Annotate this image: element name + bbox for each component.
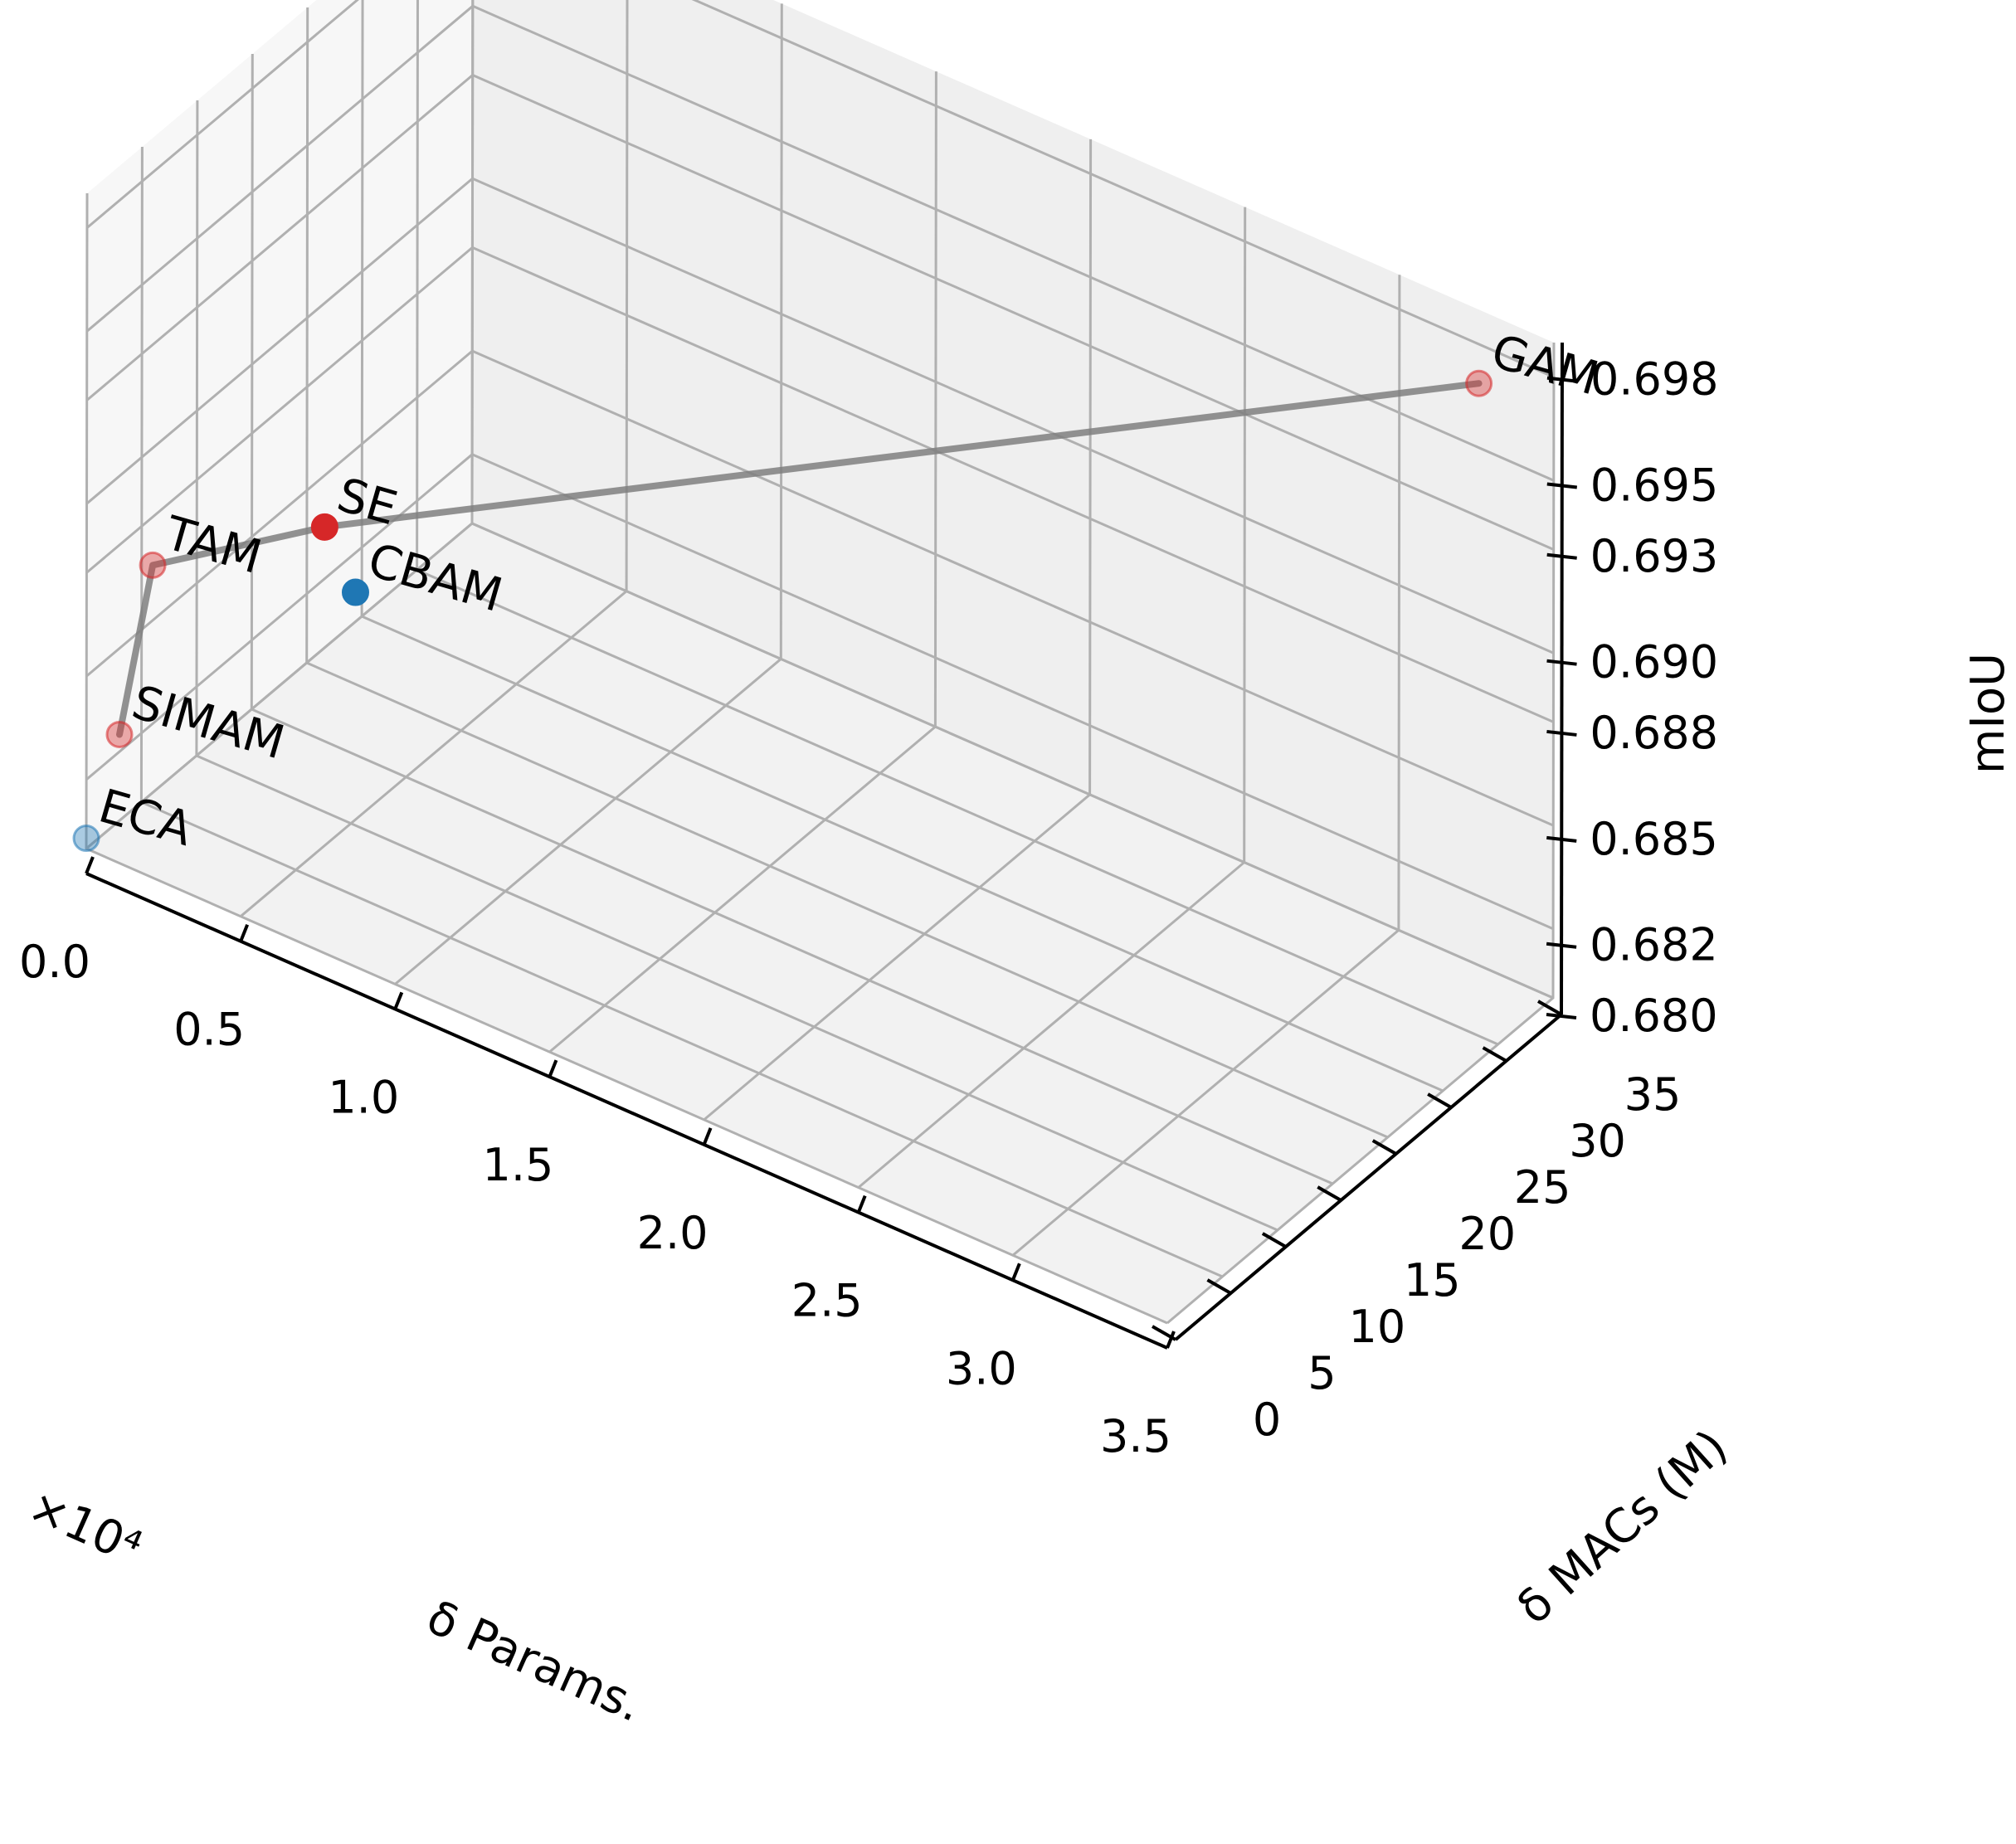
gridline-z [85, 522, 1554, 1000]
y-axis-line [1174, 1013, 1563, 1341]
z-tick-label: 0.690 [1590, 636, 1719, 688]
z-tick-label: 0.695 [1590, 460, 1719, 512]
y-tick-label: 0 [1253, 1394, 1281, 1446]
y-tick [1371, 1139, 1397, 1156]
z-tick-label: 0.685 [1590, 813, 1718, 865]
y-tick [1427, 1092, 1453, 1109]
x-tick [1166, 1331, 1176, 1349]
y-tick-label: 20 [1458, 1208, 1516, 1260]
y-tick [1206, 1278, 1232, 1295]
gridline-z [85, 246, 1555, 723]
x-tick-label: 1.5 [482, 1139, 553, 1191]
axes-panes [86, 0, 1554, 1323]
data-point [72, 825, 100, 853]
x-axis-line [85, 872, 1168, 1350]
z-axis-line [1560, 342, 1564, 1015]
gridline-z [85, 349, 1554, 827]
x-tick [702, 1127, 713, 1146]
z-tick-label: 0.688 [1590, 707, 1718, 759]
x-tick-label: 3.0 [946, 1342, 1017, 1394]
data-point [341, 578, 369, 606]
x-axis-multiplier: ×10⁴ [21, 1479, 149, 1576]
left-wall-pane [86, 0, 473, 849]
y-tick [1261, 1232, 1287, 1248]
data-point [1465, 369, 1493, 397]
y-tick-label: 5 [1307, 1347, 1336, 1399]
y-tick [1317, 1185, 1342, 1202]
back-wall-pane [472, 0, 1554, 998]
z-tick-label: 0.693 [1590, 530, 1719, 582]
x-tick [1011, 1263, 1021, 1282]
y-tick-label: 25 [1514, 1161, 1571, 1214]
x-tick [393, 991, 404, 1010]
gridlines [85, 0, 1556, 1325]
x-tick-label: 2.5 [791, 1275, 863, 1327]
y-tick [1482, 1046, 1507, 1063]
z-tick-label: 0.680 [1590, 990, 1718, 1042]
z-tick [1546, 376, 1578, 383]
x-tick-label: 1.0 [328, 1071, 399, 1123]
floor-pane [86, 523, 1553, 1323]
y-tick [1152, 1325, 1176, 1341]
z-tick-label: 0.682 [1590, 919, 1718, 971]
data-point [139, 551, 167, 579]
x-tick [85, 856, 95, 874]
axes [85, 342, 1578, 1350]
x-tick-label: 3.5 [1100, 1410, 1171, 1462]
y-tick-label: 15 [1404, 1254, 1461, 1306]
z-tick [1546, 659, 1577, 666]
z-tick [1546, 1013, 1577, 1019]
gridline-z [85, 0, 1555, 378]
z-axis-title: mIoU [1961, 653, 2015, 774]
gridline-z [85, 73, 1555, 551]
pareto-front-line [116, 380, 1483, 738]
gridline-z [85, 453, 1554, 931]
y-tick-label: 35 [1624, 1068, 1682, 1121]
x-tick [548, 1059, 558, 1078]
x-tick-label: 2.0 [637, 1207, 709, 1259]
y-tick-label: 10 [1348, 1301, 1405, 1353]
x-axis-title: δ Params. [419, 1590, 650, 1733]
z-tick [1546, 482, 1578, 489]
gridline-z [85, 4, 1555, 482]
z-tick [1546, 941, 1577, 949]
z-tick [1546, 835, 1577, 843]
y-tick-label: 30 [1569, 1115, 1626, 1167]
z-tick [1546, 552, 1577, 560]
z-tick [1546, 729, 1577, 737]
data-point [310, 513, 338, 541]
x-tick [856, 1194, 867, 1214]
y-axis-title: δ MACs (M) [1507, 1419, 1738, 1635]
x-tick-label: 0.5 [173, 1004, 245, 1056]
x-tick-label: 0.0 [19, 936, 90, 988]
x-tick [239, 923, 249, 942]
gridline-z [85, 177, 1555, 654]
z-tick-label: 0.698 [1590, 353, 1719, 406]
data-point [105, 720, 134, 748]
y-tick [1537, 1000, 1562, 1016]
